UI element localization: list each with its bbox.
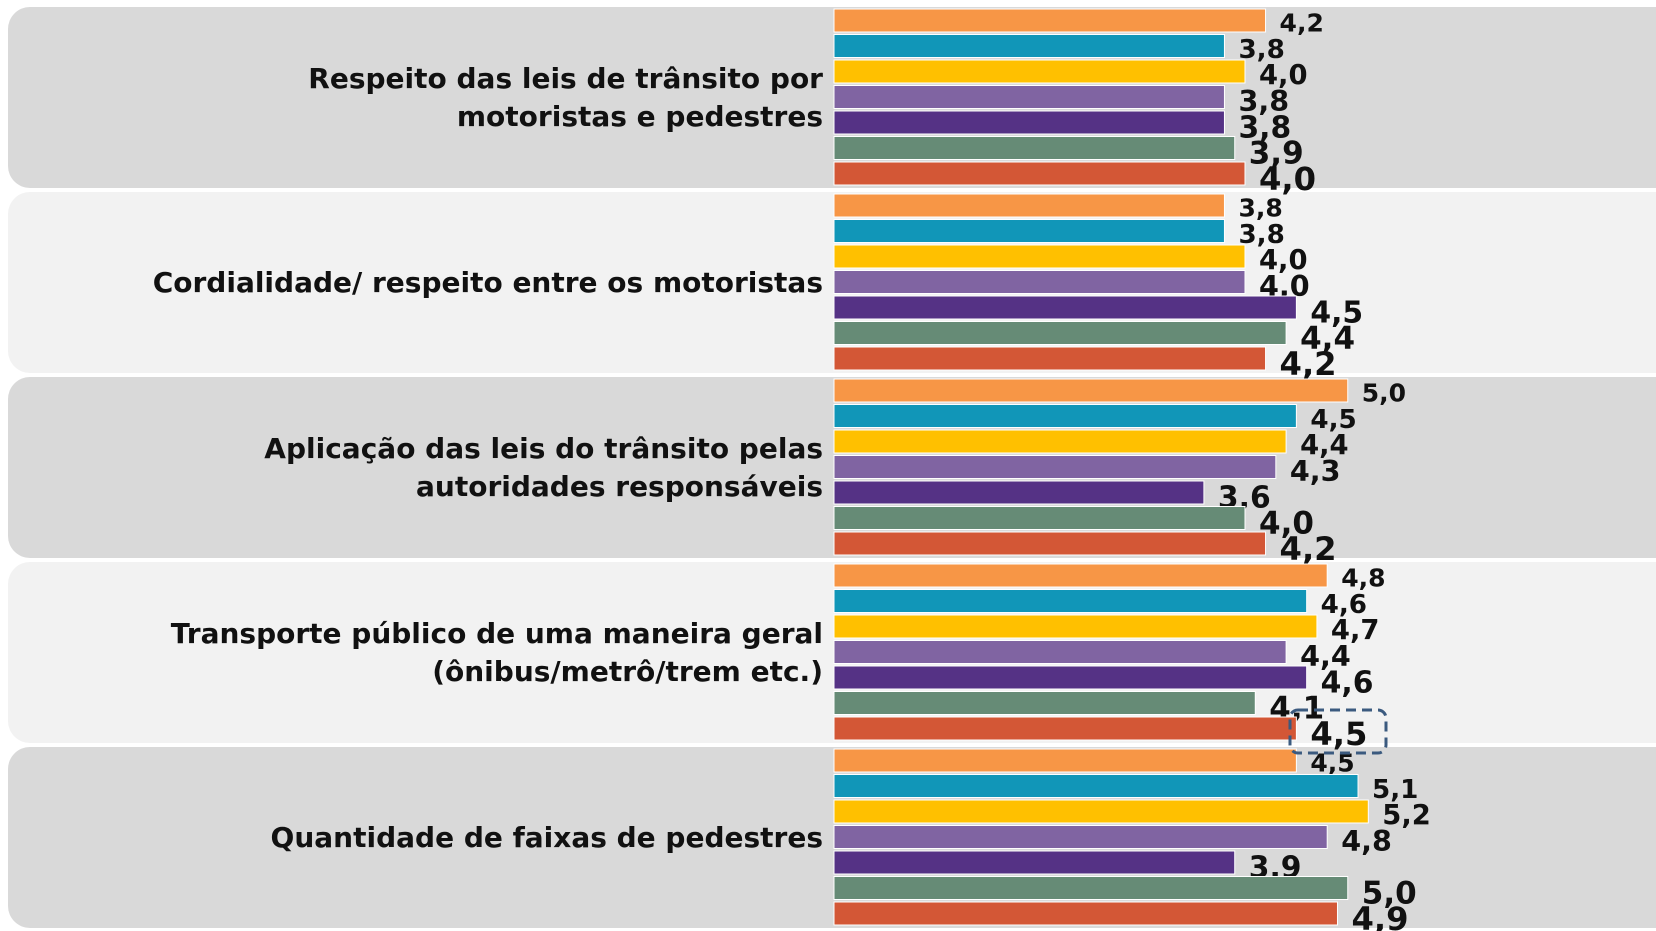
group-background [8, 377, 1656, 558]
value-label: 3,8 [1238, 84, 1289, 118]
value-label: 5,1 [1372, 775, 1418, 805]
bar [833, 716, 1297, 741]
value-label: 4,2 [1280, 345, 1337, 383]
bar [833, 346, 1267, 371]
bar [833, 563, 1328, 588]
bar [833, 614, 1318, 639]
value-label: 3,8 [1238, 35, 1284, 65]
category-label: Transporte público de uma maneira geral … [170, 616, 823, 688]
value-label: 3,9 [1249, 136, 1304, 172]
value-label: 4,9 [1351, 900, 1408, 931]
bar [833, 589, 1308, 613]
bar [833, 901, 1338, 926]
bar [833, 748, 1297, 773]
bar [833, 404, 1297, 428]
bar [833, 378, 1349, 403]
bar [833, 825, 1328, 849]
bar [833, 136, 1236, 160]
bar [833, 295, 1297, 320]
bar [833, 480, 1205, 505]
category-label: Cordialidade/ respeito entre os motorist… [152, 265, 823, 299]
value-label: 4,0 [1259, 160, 1316, 198]
value-label: 4,7 [1331, 615, 1380, 646]
bar [833, 244, 1246, 269]
value-label: 5,0 [1362, 876, 1417, 912]
value-label: 4,0 [1259, 245, 1308, 276]
category-label: Aplicação das leis do trânsito pelas aut… [264, 431, 823, 503]
bar [833, 321, 1287, 345]
value-label: 3,8 [1238, 110, 1291, 145]
value-label: 4,5 [1310, 295, 1363, 330]
value-label: 4,5 [1310, 715, 1367, 753]
bar [833, 850, 1236, 875]
bar [833, 85, 1225, 109]
bar [833, 876, 1349, 900]
group-background [8, 7, 1656, 188]
bar [833, 455, 1277, 479]
bar [833, 110, 1225, 135]
bar [833, 506, 1246, 530]
value-label: 4,6 [1321, 665, 1374, 700]
value-label: 3,8 [1238, 220, 1284, 250]
bar [833, 8, 1267, 33]
bar [833, 691, 1256, 715]
category-label: Quantidade de faixas de pedestres [270, 820, 823, 854]
bar [833, 219, 1225, 243]
bar [833, 34, 1225, 58]
value-label: 4,5 [1310, 405, 1356, 435]
value-label: 4,4 [1300, 321, 1355, 357]
value-label: 4,4 [1300, 639, 1351, 673]
value-label: 4,8 [1341, 824, 1392, 858]
bar [833, 429, 1287, 454]
value-label: 4,6 [1321, 590, 1367, 620]
highlight-box [1288, 708, 1388, 755]
bar [833, 59, 1246, 84]
value-label: 5,2 [1382, 800, 1431, 831]
bar [833, 531, 1267, 556]
value-label: 5,0 [1362, 379, 1406, 408]
bar [833, 665, 1308, 690]
bar [833, 161, 1246, 186]
bar [833, 270, 1246, 294]
value-label: 4,3 [1290, 454, 1341, 488]
value-label: 3,8 [1238, 194, 1282, 223]
value-label: 4,0 [1259, 60, 1308, 91]
bar [833, 193, 1225, 218]
bar [833, 640, 1287, 664]
bar [833, 774, 1359, 798]
value-label: 4,2 [1280, 9, 1324, 38]
bars: 4,23,84,03,83,83,94,03,83,84,04,04,54,44… [833, 8, 1431, 931]
value-label: 4,2 [1280, 530, 1337, 568]
bar [833, 799, 1369, 824]
value-label: 4,0 [1259, 506, 1314, 542]
value-label: 4,8 [1341, 564, 1385, 593]
value-label: 4,4 [1300, 430, 1349, 461]
category-label: Respeito das leis de trânsito por motori… [308, 61, 823, 133]
